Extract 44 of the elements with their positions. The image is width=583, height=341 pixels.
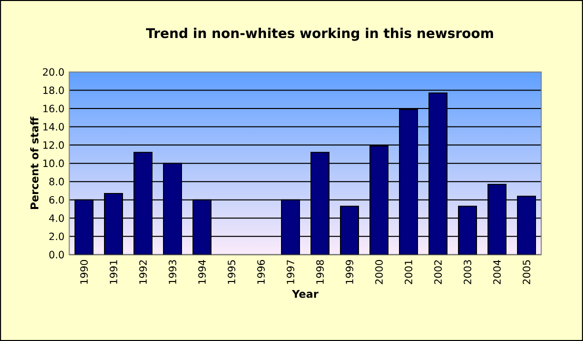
bar xyxy=(399,108,418,255)
y-axis-title: Percent of staff xyxy=(30,116,38,209)
y-tick-label: 12.0 xyxy=(43,141,64,149)
bar xyxy=(74,199,94,255)
y-tick-label: 4.0 xyxy=(49,214,64,222)
x-tick-label: 1990 xyxy=(80,260,88,284)
bar xyxy=(340,206,359,255)
x-tick-label: 2003 xyxy=(464,260,472,284)
x-tick-label: 1994 xyxy=(198,260,206,284)
bar xyxy=(517,196,536,255)
y-tick-label: 2.0 xyxy=(49,232,64,240)
y-tick-label: 10.0 xyxy=(43,160,64,168)
x-tick-label: 2004 xyxy=(493,260,501,284)
y-tick-label: 18.0 xyxy=(43,86,64,94)
x-tick-label: 2001 xyxy=(404,260,412,284)
bar xyxy=(281,199,300,255)
x-tick-label: 1996 xyxy=(257,260,265,284)
bar xyxy=(370,145,388,255)
x-tick-label: 1993 xyxy=(168,260,176,284)
y-tick-label: 6.0 xyxy=(49,196,64,204)
bar xyxy=(428,92,448,255)
y-tick-label: 14.0 xyxy=(43,123,64,131)
bar xyxy=(310,152,330,255)
bar xyxy=(458,206,477,255)
x-tick-label: 1992 xyxy=(139,260,147,284)
y-tick-label: 8.0 xyxy=(49,178,64,186)
y-tick-label: 20.0 xyxy=(43,68,64,76)
x-axis-title: Year xyxy=(292,290,318,298)
x-tick-label: 1991 xyxy=(110,260,118,284)
bar xyxy=(134,152,152,255)
x-tick-label: 1997 xyxy=(286,260,294,284)
bar xyxy=(192,199,212,255)
y-tick-label: 0.0 xyxy=(49,250,64,258)
bar xyxy=(163,162,182,255)
bar xyxy=(488,184,506,255)
chart-title: Trend in non-whites working in this newsroom xyxy=(146,28,494,41)
x-tick-label: 2005 xyxy=(522,260,530,284)
x-tick-label: 1998 xyxy=(316,260,324,284)
x-tick-label: 1999 xyxy=(346,260,354,284)
x-tick-label: 1995 xyxy=(228,260,236,284)
y-tick-label: 16.0 xyxy=(43,104,64,112)
x-tick-label: 2002 xyxy=(434,260,442,284)
x-tick-label: 2000 xyxy=(375,260,383,284)
bar xyxy=(104,192,123,255)
